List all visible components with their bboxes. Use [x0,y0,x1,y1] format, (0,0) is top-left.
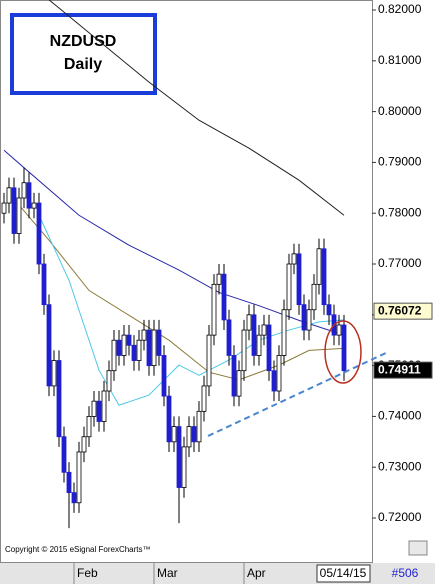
price-label-box [373,361,433,379]
last-date-box [316,564,371,583]
candle-body [171,426,177,443]
candle-body [231,355,237,397]
y-tick-label: 0.80000 [378,104,422,118]
candle-body [176,426,182,488]
y-tick-label: 0.77000 [378,256,422,270]
candle-body [36,202,42,265]
candle-body [61,436,67,473]
y-tick-label: 0.73000 [378,459,422,473]
candle-body [106,370,112,392]
candle-body [271,370,277,392]
price-label: 0.76072 [378,303,422,317]
candle-body [191,426,197,443]
candle-body [236,370,242,397]
candle-body [311,283,317,311]
candle-body [76,451,82,504]
candle-body [291,253,297,265]
candle-body [286,263,292,311]
candle-body [306,309,312,331]
candle-body [211,283,217,336]
copyright: Copyright © 2015 eSignal ForexCharts™ [5,545,151,554]
candle-body [181,446,187,488]
candle-body [201,385,207,412]
candle-body [56,360,62,438]
y-tick-label: 0.78000 [378,205,422,219]
price-label: 0.74911 [378,362,421,376]
candle-body [96,400,102,422]
candle-body [296,253,302,306]
candle-body [326,304,332,316]
trend-line [207,351,389,437]
candle-body [186,426,192,448]
candle-body [341,324,347,372]
candle-body [316,248,322,285]
x-tick-label: Mar [157,566,178,580]
candle-body [51,360,57,387]
candle-body [206,334,212,387]
candle-body [221,273,227,321]
candle-body [241,329,247,372]
candle-body [66,471,72,494]
candle-body [251,314,257,356]
candle-body [91,400,97,417]
candle-body [81,436,87,453]
candle-body [26,182,32,209]
candle-body [31,202,37,209]
title-box [10,13,157,95]
candle-body [1,202,7,214]
candle-body [276,355,282,392]
candle-body [16,197,22,234]
candle-body [321,248,327,306]
footer-label: #506 [392,566,419,580]
candle-body [11,187,17,234]
candle-body [121,334,127,356]
candle-body [46,304,52,387]
y-tick-label: 0.72000 [378,510,422,524]
highlight-circle [324,320,362,384]
plot-frame [0,0,373,563]
candle-body [71,492,77,504]
candle-body [131,344,137,361]
candle-body [116,339,122,356]
y-tick-label: 0.81000 [378,53,422,67]
candle-body [146,329,152,367]
price-label-box [373,302,433,320]
last-date: 05/14/15 [320,566,367,580]
moving-average [48,0,345,216]
candle-body [151,329,157,367]
candle-body [261,324,267,336]
moving-average [18,204,345,381]
candle-body [101,390,107,422]
candle-body [196,410,202,443]
chart-subtitle: Daily [64,56,102,73]
candle-body [111,339,117,372]
x-tick-label: Apr [247,566,266,580]
corner-icon [408,540,428,556]
candle-body [166,395,172,443]
candle-body [6,187,12,204]
chart-title: NZDUSD [50,33,117,50]
moving-average [38,215,345,406]
candle-body [246,314,252,331]
candle-body [161,355,167,397]
x-tick-label: Feb [77,566,98,580]
candle-body [126,334,132,346]
candle-body [156,329,162,356]
candle-body [216,273,222,285]
candle-body [301,304,307,331]
y-tick-label: 0.79000 [378,155,422,169]
y-tick-label: 0.82000 [378,2,422,16]
candle-body [281,309,287,356]
candle-body [226,319,232,356]
candle-body [41,263,47,306]
candle-body [136,339,142,361]
candle-body [266,324,272,372]
candle-body [21,182,27,199]
candle-body [141,329,147,341]
candle-body [86,416,92,438]
candle-body [256,334,262,356]
y-tick-label: 0.74000 [378,409,422,423]
candle-body [336,324,342,336]
